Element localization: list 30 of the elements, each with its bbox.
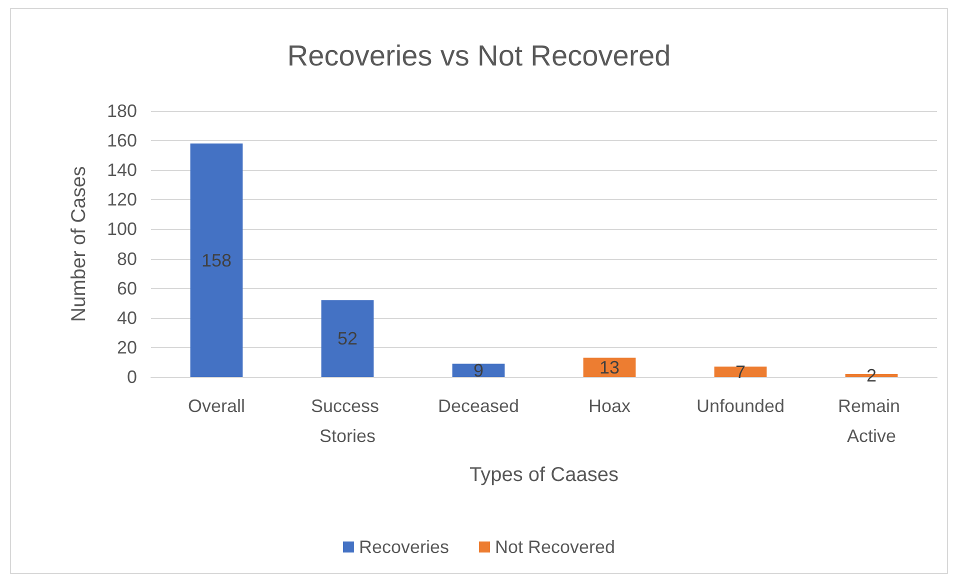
y-tick-label: 80 — [116, 248, 137, 269]
x-tick-label: Remain Active — [838, 396, 906, 446]
data-label: 13 — [599, 357, 620, 378]
x-tick-label: Overall — [188, 396, 246, 416]
legend-label: Not Recovered — [494, 537, 616, 557]
x-tick-label: Success Stories — [310, 396, 384, 446]
bar — [452, 364, 505, 377]
y-axis-title: Number of Cases — [68, 166, 90, 322]
data-label: 158 — [201, 250, 232, 270]
y-tick-label: 60 — [116, 278, 137, 298]
y-tick-label: 40 — [116, 308, 137, 328]
y-tick-label: 120 — [106, 190, 137, 210]
data-label: 9 — [473, 360, 484, 380]
data-label: 7 — [735, 362, 746, 382]
y-tick-label: 160 — [106, 130, 137, 151]
data-label: 52 — [337, 328, 358, 349]
y-tick-label: 180 — [106, 101, 137, 121]
x-tick-label: Deceased — [438, 396, 520, 416]
x-tick-label: Unfounded — [696, 396, 785, 416]
legend-label: Recoveries — [358, 537, 449, 557]
y-tick-label: 100 — [106, 219, 137, 240]
y-tick-label: 20 — [116, 337, 137, 358]
x-axis-title: Types of Caases — [470, 464, 618, 486]
bar — [714, 366, 767, 377]
y-tick-label: 0 — [126, 367, 137, 387]
bar — [190, 144, 243, 377]
x-tick-label: Hoax — [588, 396, 631, 416]
chart-title: Recoveries vs Not Recovered — [287, 40, 671, 72]
bar — [321, 300, 374, 377]
y-tick-label: 140 — [106, 160, 137, 180]
